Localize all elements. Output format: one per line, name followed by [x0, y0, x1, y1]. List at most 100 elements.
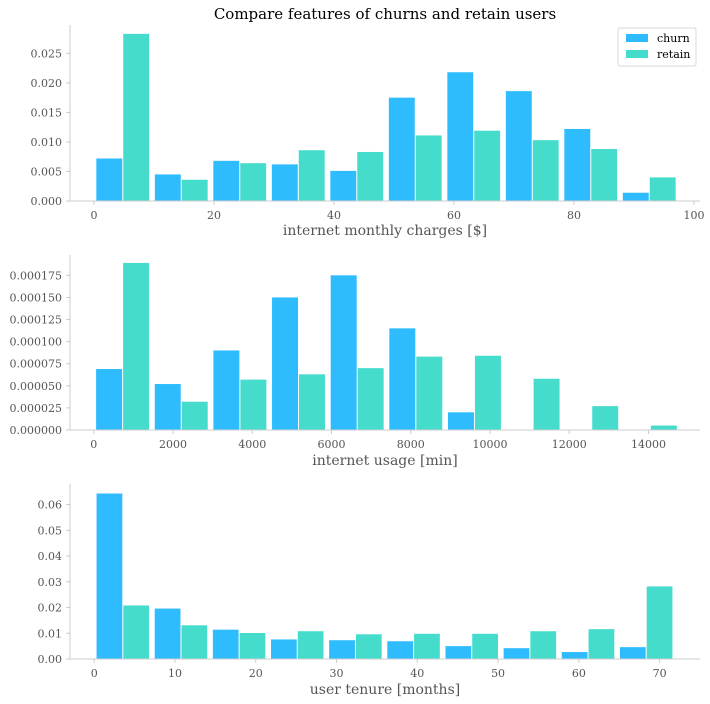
legend: churn retain: [617, 27, 697, 67]
bar-retain-bin-7: [530, 631, 557, 659]
bar-churn-bin-0: [96, 493, 123, 659]
y-tick-label: 0.06: [38, 499, 63, 512]
y-tick-label: 0.000000: [10, 424, 63, 437]
legend-swatch-churn: [626, 34, 648, 42]
x-tick-label: 0: [91, 667, 98, 680]
bar-retain-bin-1: [181, 401, 208, 430]
x-tick-label: 70: [653, 667, 667, 680]
x-axis-label: internet usage [min]: [312, 453, 457, 469]
bar-retain-bin-2: [240, 163, 267, 201]
bar-churn-bin-5: [389, 328, 416, 430]
bar-churn-bin-6: [445, 646, 472, 659]
bar-churn-bin-8: [564, 128, 591, 201]
bar-retain-bin-6: [472, 633, 498, 659]
x-tick-label: 8000: [397, 438, 425, 451]
bar-retain-bin-0: [123, 605, 150, 659]
x-tick-label: 10: [168, 667, 182, 680]
bar-churn-bin-9: [622, 192, 649, 201]
bar-churn-bin-3: [271, 164, 298, 201]
bar-retain-bin-8: [588, 629, 615, 659]
y-tick-label: 0.010: [31, 136, 63, 149]
bar-retain-bin-5: [414, 633, 440, 659]
x-tick-label: 80: [567, 209, 581, 222]
y-tick-label: 0.000150: [10, 291, 63, 304]
bar-retain-bin-1: [181, 179, 208, 201]
bar-retain-bin-4: [357, 151, 384, 201]
bar-retain-bin-7: [533, 378, 560, 430]
x-tick-label: 6000: [318, 438, 346, 451]
y-tick-label: 0.000025: [10, 402, 63, 415]
bar-churn-bin-8: [561, 652, 588, 659]
bar-retain-bin-4: [357, 368, 384, 430]
bar-retain-bin-6: [474, 130, 501, 201]
bar-churn-bin-1: [154, 174, 181, 201]
y-tick-label: 0.05: [38, 524, 63, 537]
bar-churn-bin-4: [330, 275, 357, 430]
bar-churn-bin-4: [330, 170, 357, 201]
x-tick-label: 12000: [552, 438, 587, 451]
y-tick-label: 0.000075: [10, 358, 63, 371]
bar-retain-bin-6: [474, 355, 501, 430]
bar-retain-bin-3: [299, 374, 325, 430]
x-tick-label: 40: [410, 667, 424, 680]
x-tick-label: 0: [90, 438, 97, 451]
y-tick-label: 0.025: [31, 47, 63, 60]
bar-churn-bin-1: [154, 384, 181, 430]
bar-retain-bin-0: [123, 262, 150, 430]
x-tick-label: 14000: [631, 438, 666, 451]
y-tick-label: 0.015: [31, 106, 63, 119]
bar-retain-bin-5: [416, 356, 443, 430]
y-tick-label: 0.005: [31, 165, 63, 178]
x-axis-label: user tenure [months]: [310, 682, 460, 698]
bar-churn-bin-2: [213, 350, 240, 430]
y-tick-label: 0.04: [38, 550, 63, 563]
bar-churn-bin-3: [271, 639, 297, 659]
bar-retain-bin-9: [650, 425, 677, 430]
bar-retain-bin-9: [646, 586, 673, 659]
figure-title: Compare features of churns and retain us…: [214, 5, 556, 23]
bar-churn-bin-3: [272, 297, 299, 430]
panel-monthly-charges: 0 20 40 60 80 100 0.000 0.005 0.010 0.015 0.020 0.0…: [31, 25, 705, 239]
bar-churn-bin-7: [505, 91, 532, 201]
bar-churn-bin-2: [212, 629, 239, 659]
y-tick-label: 0.03: [38, 576, 63, 589]
x-tick-label: 20: [207, 209, 221, 222]
x-tick-label: 40: [327, 209, 341, 222]
bar-retain-bin-3: [298, 150, 325, 201]
legend-label-retain: retain: [657, 48, 690, 61]
x-tick-label: 10000: [473, 438, 508, 451]
bar-retain-bin-4: [355, 634, 382, 659]
bar-churn-bin-1: [154, 608, 181, 659]
bar-churn-bin-6: [447, 72, 474, 201]
bar-retain-bin-2: [239, 633, 266, 659]
bar-churn-bin-6: [447, 412, 474, 430]
bar-retain-bin-2: [240, 379, 267, 430]
bar-churn-bin-4: [329, 640, 355, 659]
y-tick-label: 0.000175: [10, 269, 63, 282]
x-tick-label: 60: [572, 667, 586, 680]
bar-retain-bin-8: [591, 149, 618, 201]
panel-internet-usage: 0 2000 4000 6000 8000 10000 12000 14000 0.000000…: [10, 255, 700, 469]
y-tick-label: 0.000: [31, 195, 63, 208]
bar-retain-bin-5: [415, 135, 442, 201]
y-tick-label: 0.00: [38, 653, 63, 666]
y-tick-label: 0.000100: [10, 336, 63, 349]
panel-user-tenure: 0 10 20 30 40 50 60 70 0.00 0.01 0.02 0.03 0.04 0.05 0…: [38, 484, 700, 698]
bar-retain-bin-9: [649, 177, 676, 201]
bar-churn-bin-5: [387, 641, 414, 659]
x-axis-label: internet monthly charges [$]: [283, 223, 487, 239]
y-tick-label: 0.01: [38, 627, 63, 640]
x-tick-label: 60: [447, 209, 461, 222]
bar-churn-bin-0: [96, 158, 123, 201]
x-tick-label: 4000: [238, 438, 266, 451]
bar-retain-bin-7: [532, 140, 559, 201]
bar-churn-bin-0: [96, 369, 123, 430]
bar-churn-bin-2: [213, 160, 240, 201]
x-tick-label: 50: [491, 667, 505, 680]
x-tick-label: 20: [249, 667, 263, 680]
bar-churn-bin-7: [503, 648, 530, 659]
legend-label-churn: churn: [657, 32, 690, 45]
y-tick-label: 0.020: [31, 77, 63, 90]
legend-swatch-retain: [626, 50, 648, 58]
x-tick-label: 30: [330, 667, 344, 680]
